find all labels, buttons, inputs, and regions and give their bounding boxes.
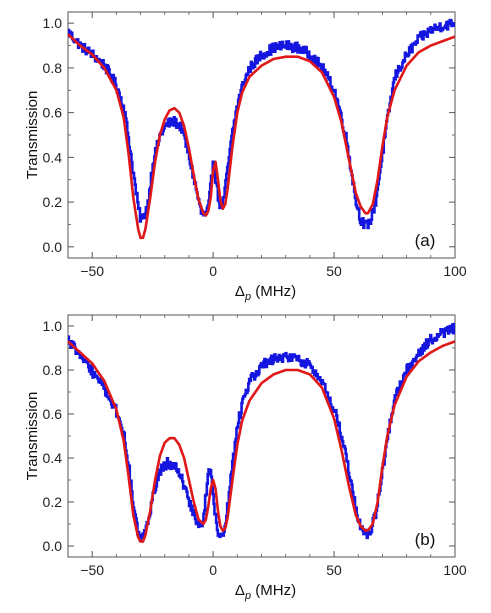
y-tick-label: 0.2 <box>43 494 63 510</box>
panel-a: −50 0 50 100 0.0 0.2 0.4 0.6 0.8 1.0 Δp (MHz) Trans… <box>24 11 467 303</box>
series-fit-curve <box>68 33 455 240</box>
y-tick-label: 0.6 <box>43 406 63 422</box>
y-tick-label: 0.0 <box>43 239 63 255</box>
y-axis-title: Transmission <box>24 91 41 180</box>
series-measured-trace <box>68 322 455 542</box>
series-measured-trace <box>68 18 455 230</box>
panel-label: (b) <box>415 530 436 549</box>
y-tick-label: 1.0 <box>43 318 63 334</box>
plot-frame <box>67 314 456 558</box>
x-tick-label: 50 <box>326 562 342 578</box>
y-tick-label: 1.0 <box>43 15 63 31</box>
y-tick-label: 0.2 <box>43 194 63 210</box>
y-tick-label: 0.8 <box>43 60 63 76</box>
x-axis-title: Δp (MHz) <box>235 582 296 602</box>
x-tick-label: 0 <box>209 263 217 279</box>
y-tick-label: 0.4 <box>43 450 63 466</box>
y-tick-label: 0.0 <box>43 538 63 554</box>
x-tick-label: −50 <box>80 263 104 279</box>
x-tick-label: 100 <box>443 263 467 279</box>
x-axis-title: Δp (MHz) <box>235 283 296 303</box>
y-tick-label: 0.8 <box>43 362 63 378</box>
panel-label: (a) <box>415 231 436 250</box>
x-tick-label: 0 <box>209 562 217 578</box>
panel-b: −50 0 50 100 0.0 0.2 0.4 0.6 0.8 1.0 Δp (MHz) Trans… <box>24 314 467 602</box>
y-axis-title: Transmission <box>24 392 41 481</box>
x-tick-label: 50 <box>326 263 342 279</box>
series-fit-curve <box>68 340 455 543</box>
y-tick-label: 0.6 <box>43 105 63 121</box>
y-tick-label: 0.4 <box>43 149 63 165</box>
x-tick-label: 100 <box>443 562 467 578</box>
x-tick-label: −50 <box>80 562 104 578</box>
